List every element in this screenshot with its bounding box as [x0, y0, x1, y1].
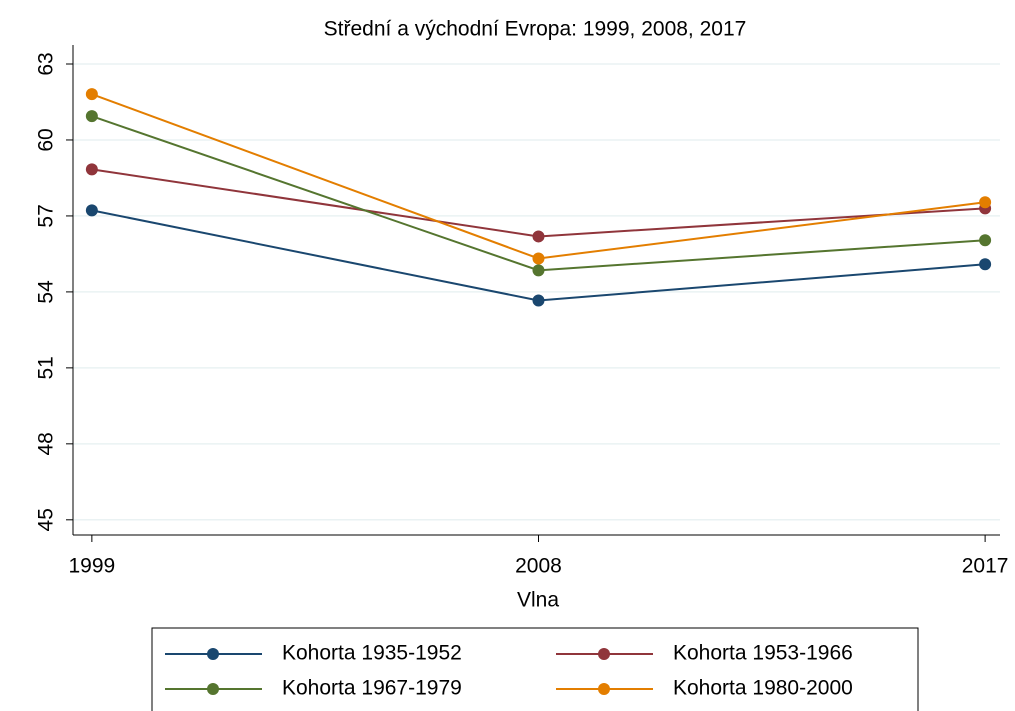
data-point — [979, 258, 992, 271]
data-point — [85, 88, 98, 101]
legend-marker — [598, 683, 610, 695]
y-tick-label: 60 — [35, 128, 58, 151]
data-point — [532, 252, 545, 265]
data-point — [85, 204, 98, 217]
legend-label: Kohorta 1953-1966 — [673, 642, 853, 665]
x-tick-label: 2008 — [515, 555, 562, 578]
legend-marker — [207, 648, 219, 660]
chart-title: Střední a východní Evropa: 1999, 2008, 2… — [324, 18, 747, 41]
x-tick-label: 2017 — [962, 555, 1009, 578]
legend-box — [151, 627, 919, 711]
legend-marker — [207, 683, 219, 695]
y-tick-label: 48 — [35, 432, 58, 455]
data-point — [979, 234, 992, 247]
y-tick-label: 57 — [35, 204, 58, 227]
data-point — [532, 264, 545, 277]
y-tick-label: 45 — [35, 508, 58, 531]
legend-label: Kohorta 1980-2000 — [673, 677, 853, 700]
data-point — [85, 110, 98, 123]
legend-label: Kohorta 1967-1979 — [282, 677, 462, 700]
legend-label: Kohorta 1935-1952 — [282, 642, 462, 665]
y-tick-label: 54 — [35, 280, 58, 304]
legend-marker — [598, 648, 610, 660]
y-tick-label: 51 — [35, 356, 58, 379]
y-tick-label: 63 — [35, 52, 58, 75]
x-axis-label: Vlna — [517, 589, 559, 612]
x-tick-label: 1999 — [68, 555, 115, 578]
data-point — [532, 230, 545, 243]
data-point — [85, 163, 98, 176]
data-point — [532, 294, 545, 307]
data-point — [979, 196, 992, 209]
